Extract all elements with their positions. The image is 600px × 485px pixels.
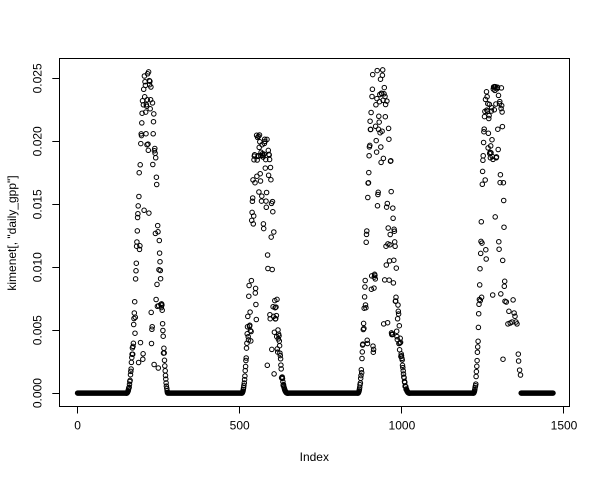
svg-text:0: 0 <box>74 418 81 432</box>
svg-text:0.020: 0.020 <box>31 126 45 156</box>
svg-text:500: 500 <box>230 418 250 432</box>
svg-text:kimenet[, "daily_gpp"]: kimenet[, "daily_gpp"] <box>5 175 19 290</box>
svg-text:0.000: 0.000 <box>31 378 45 408</box>
svg-text:0.010: 0.010 <box>31 252 45 282</box>
svg-text:0.015: 0.015 <box>31 189 45 219</box>
svg-text:0.025: 0.025 <box>31 63 45 93</box>
svg-text:1500: 1500 <box>551 418 578 432</box>
svg-text:Index: Index <box>300 450 329 464</box>
svg-text:1000: 1000 <box>389 418 416 432</box>
svg-text:0.005: 0.005 <box>31 315 45 345</box>
